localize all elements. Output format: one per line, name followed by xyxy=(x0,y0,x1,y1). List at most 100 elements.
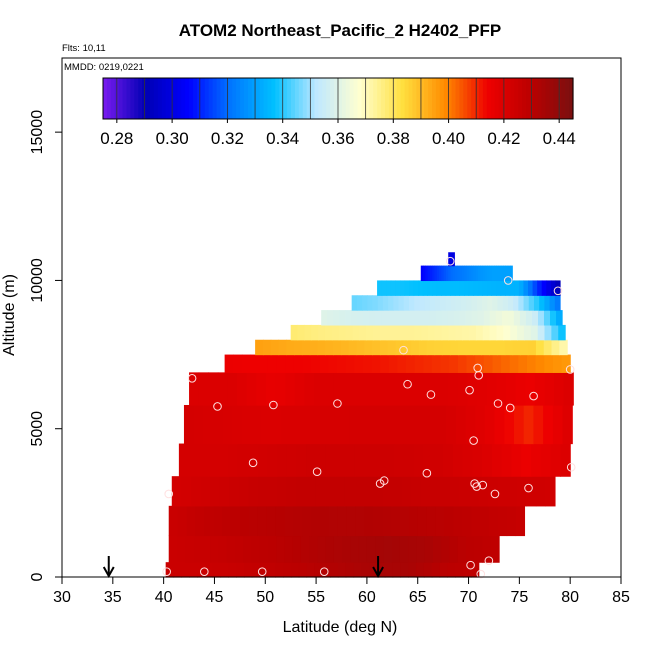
heat-row xyxy=(290,324,566,341)
heat-cell xyxy=(356,339,365,356)
heat-cell xyxy=(550,310,557,326)
sample-point xyxy=(469,436,478,445)
colorbar-swatch xyxy=(118,78,124,119)
colorbar-swatch xyxy=(349,78,355,119)
heat-cell xyxy=(429,265,433,282)
heat-cell xyxy=(543,310,551,326)
heat-cell xyxy=(417,310,425,326)
heat-cell xyxy=(523,324,532,341)
heat-cell xyxy=(321,310,328,326)
colorbar-swatch xyxy=(522,78,527,119)
heat-cell xyxy=(507,295,514,311)
heatmap-layer xyxy=(165,252,574,578)
colorbar-swatch xyxy=(306,78,312,119)
heat-cell xyxy=(416,562,425,578)
heat-cell xyxy=(551,324,559,341)
heat-cell xyxy=(218,443,229,477)
heat-cell xyxy=(429,372,440,406)
heat-cell xyxy=(435,295,441,311)
x-tick-label: 55 xyxy=(307,589,325,606)
colorbar-swatch xyxy=(134,78,139,119)
heat-cell xyxy=(509,280,515,296)
heat-cell xyxy=(539,295,545,311)
heat-cell xyxy=(387,310,395,326)
colorbar-swatch xyxy=(240,78,245,119)
colorbar-swatch xyxy=(247,78,253,119)
heat-cell xyxy=(362,295,368,311)
sample-point xyxy=(484,556,494,565)
heat-cell xyxy=(243,562,253,578)
heat-cell xyxy=(453,310,461,326)
heat-cell xyxy=(322,562,331,578)
heat-cell xyxy=(333,310,340,326)
heat-cell xyxy=(229,476,240,507)
heat-cell xyxy=(513,404,525,445)
colorbar-swatch xyxy=(498,78,504,119)
heat-cell xyxy=(403,295,410,311)
heat-cell xyxy=(176,535,186,563)
colorbar-swatch xyxy=(232,78,237,119)
colorbar-tick-label: 0.44 xyxy=(543,129,576,148)
heat-cell xyxy=(497,476,508,507)
heat-cell xyxy=(381,280,387,296)
heat-cell xyxy=(293,505,303,537)
heat-cell xyxy=(405,310,413,326)
colorbar-swatch xyxy=(451,78,457,119)
heat-cell xyxy=(429,310,437,326)
heat-cell xyxy=(525,372,536,406)
heat-cell xyxy=(369,310,376,326)
x-axis: 30 35 40 45 50 55 60 65 70 75 80 85 xyxy=(53,577,630,606)
colorbar-swatch xyxy=(153,78,159,119)
heat-cell xyxy=(351,295,358,311)
sample-point xyxy=(472,482,481,491)
heat-cell xyxy=(348,339,358,356)
heat-cell xyxy=(477,310,485,326)
colorbar-swatch xyxy=(432,78,437,119)
heat-cell xyxy=(210,535,219,563)
colorbar-swatch xyxy=(561,78,566,119)
heat-cell xyxy=(304,324,312,341)
heat-cell xyxy=(168,505,179,537)
heat-cell xyxy=(509,265,513,282)
heat-cell xyxy=(445,280,451,296)
heat-cell xyxy=(418,339,428,356)
heat-cell xyxy=(513,310,521,326)
heat-cell xyxy=(361,562,370,578)
colorbar-swatch xyxy=(388,78,394,119)
heat-cell xyxy=(523,280,529,296)
colorbar-swatch xyxy=(318,78,323,119)
heat-cell xyxy=(171,476,182,507)
heat-cell xyxy=(436,280,442,296)
heat-cell xyxy=(358,404,369,445)
heat-cell xyxy=(561,354,571,373)
heat-cell xyxy=(395,280,401,296)
heat-cell xyxy=(441,280,447,296)
colorbar-swatch xyxy=(416,78,421,119)
heat-cell xyxy=(445,265,449,282)
colorbar-swatch xyxy=(283,78,288,119)
heat-cell xyxy=(173,562,182,578)
heat-cell xyxy=(329,404,340,445)
heat-cell xyxy=(328,505,339,537)
heat-cell xyxy=(496,372,507,406)
heat-cell xyxy=(473,265,477,282)
heat-cell xyxy=(201,535,211,563)
heat-cell xyxy=(363,476,374,507)
colorbar-swatch xyxy=(506,78,511,119)
colorbar-swatch xyxy=(146,78,151,119)
x-tick-label: 60 xyxy=(358,589,376,606)
heat-cell xyxy=(500,265,504,282)
heat-cell xyxy=(464,265,468,282)
sample-point xyxy=(312,467,322,477)
heat-cell xyxy=(530,324,539,341)
colorbar-tick-label: 0.30 xyxy=(156,129,189,148)
heat-row xyxy=(165,562,480,578)
heat-cell xyxy=(443,443,454,477)
colorbar-swatch xyxy=(220,78,226,119)
sample-point xyxy=(422,468,432,478)
heat-cell xyxy=(399,505,410,537)
heat-cell xyxy=(550,443,561,477)
heat-cell xyxy=(477,280,483,296)
heat-cell xyxy=(528,339,537,356)
colorbar-swatch xyxy=(204,78,210,119)
